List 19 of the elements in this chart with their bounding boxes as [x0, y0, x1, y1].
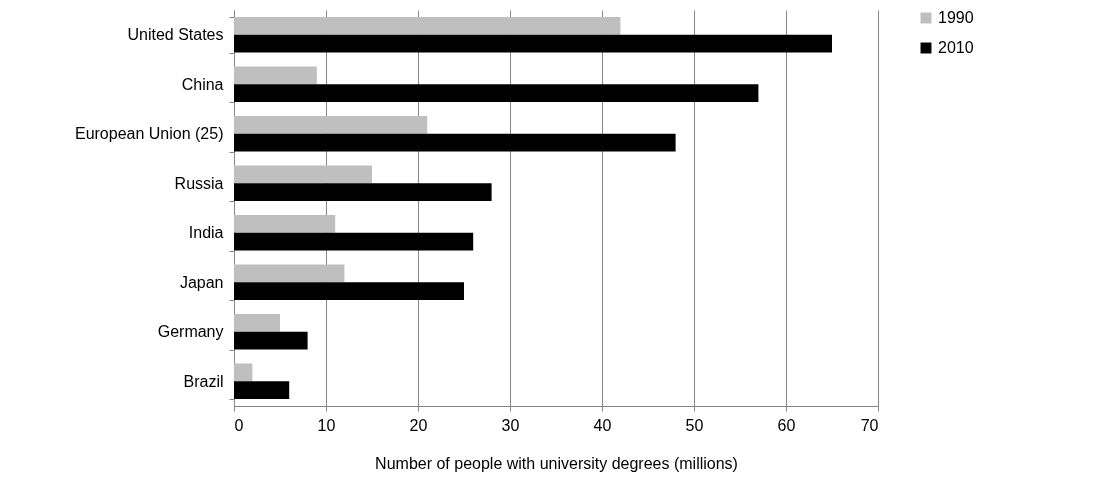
y-tick-label: Germany: [157, 323, 224, 341]
y-tick-label: Russia: [174, 174, 224, 192]
x-tick-label: 30: [501, 416, 520, 434]
x-tick-label: 40: [593, 416, 612, 434]
x-tick-label: 60: [777, 416, 796, 434]
x-tick-label: 10: [317, 416, 336, 434]
x-tick-label: 0: [234, 416, 244, 434]
y-tick-label: Japan: [179, 273, 224, 291]
x-tick-label: 20: [409, 416, 428, 434]
y-tick-label: European Union (25): [74, 125, 224, 143]
y-tick-label: Brazil: [183, 372, 224, 390]
legend-label: 1990: [938, 9, 974, 26]
x-axis-title: Number of people with university degrees (millions): [375, 454, 738, 472]
y-tick-label: India: [188, 224, 224, 242]
y-tick-label: United States: [127, 26, 224, 44]
x-tick-label: 70: [860, 416, 879, 434]
legend-label: 2010: [938, 39, 974, 56]
x-tick-label: 50: [685, 416, 704, 434]
y-tick-label: China: [181, 75, 224, 93]
